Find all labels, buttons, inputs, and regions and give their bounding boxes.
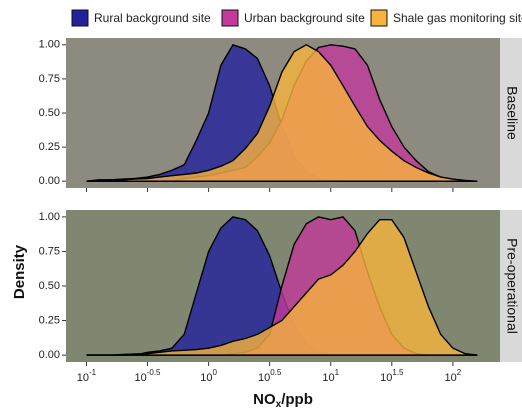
x-tick-label: 102 xyxy=(445,368,462,384)
x-tick-base: 10 xyxy=(322,372,334,384)
y-tick-label: 0.00 xyxy=(39,349,60,361)
legend-swatch xyxy=(222,10,238,26)
y-tick-label: 0.75 xyxy=(39,245,60,257)
legend-swatch xyxy=(72,10,88,26)
facet-label: Pre-operational xyxy=(504,238,520,334)
legend-label: Rural background site xyxy=(94,11,211,25)
x-tick-label: 101 xyxy=(322,368,339,384)
x-tick-exponent: -0.5 xyxy=(147,368,161,377)
x-tick-base: 10 xyxy=(380,372,392,384)
y-axis-label: Density xyxy=(11,244,28,299)
x-tick-label: 100.5 xyxy=(258,368,282,384)
y-tick-label: 0.25 xyxy=(39,314,60,326)
x-tick-base: 10 xyxy=(200,372,212,384)
x-tick-exponent: 1.5 xyxy=(392,368,404,377)
x-tick-label: 101.5 xyxy=(380,368,404,384)
x-tick-exponent: 0 xyxy=(213,368,218,377)
y-tick-label: 1.00 xyxy=(39,39,60,51)
legend-label: Urban background site xyxy=(244,11,365,25)
y-tick-label: 0.75 xyxy=(39,73,60,85)
x-tick-exponent: 1 xyxy=(335,368,340,377)
y-tick-label: 0.50 xyxy=(39,280,60,292)
x-tick-base: 10 xyxy=(134,372,146,384)
x-tick-exponent: -1 xyxy=(89,368,97,377)
legend-swatch xyxy=(371,10,387,26)
x-tick-exponent: 2 xyxy=(457,368,462,377)
x-tick-exponent: 0.5 xyxy=(270,368,282,377)
x-label-part: /ppb xyxy=(281,391,313,408)
y-tick-label: 1.00 xyxy=(39,211,60,223)
y-tick-label: 0.50 xyxy=(39,107,60,119)
x-axis-label: NOx/ppb xyxy=(253,391,313,410)
x-tick-label: 10-1 xyxy=(77,368,97,384)
x-tick-label: 100 xyxy=(200,368,217,384)
facet-label: Baseline xyxy=(504,86,520,140)
y-tick-label: 0.25 xyxy=(39,141,60,153)
x-tick-base: 10 xyxy=(445,372,457,384)
y-tick-label: 0.00 xyxy=(39,175,60,187)
chart: Density NOx/ppb Rural background site Urb… xyxy=(0,0,522,411)
x-label-part: NO xyxy=(253,391,276,408)
x-tick-base: 10 xyxy=(258,372,270,384)
legend-label: Shale gas monitoring site xyxy=(393,11,522,25)
x-tick-label: 10-0.5 xyxy=(134,368,161,384)
x-tick-base: 10 xyxy=(77,372,89,384)
